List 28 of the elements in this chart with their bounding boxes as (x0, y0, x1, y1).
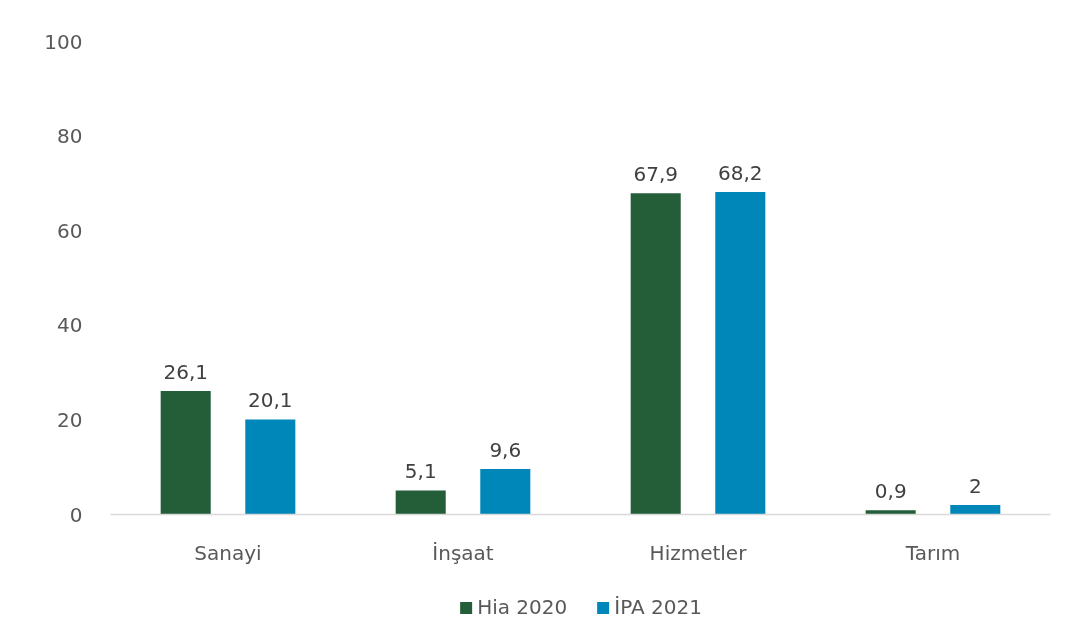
data-label: 67,9 (633, 162, 678, 187)
y-tick-label: 100 (44, 29, 83, 54)
y-tick-label: 80 (57, 124, 83, 149)
data-label: 68,2 (718, 160, 763, 185)
bar (395, 490, 446, 515)
bar (630, 193, 681, 515)
data-label: 2 (968, 474, 982, 499)
bar (950, 505, 1001, 515)
y-tick-label: 40 (57, 313, 83, 338)
data-label: 0,9 (874, 479, 907, 504)
legend-label: Hia 2020 (477, 595, 568, 619)
y-tick-label: 60 (57, 218, 83, 243)
x-tick-label: Hizmetler (649, 540, 748, 565)
x-tick-label: Sanayi (194, 540, 262, 565)
bar (245, 419, 296, 515)
data-label: 5,1 (404, 459, 437, 484)
x-tick-label: Tarım (904, 540, 961, 565)
bar (715, 191, 766, 515)
y-tick-label: 20 (57, 407, 83, 432)
y-tick-label: 0 (69, 502, 83, 527)
bar (480, 469, 531, 515)
bar (865, 510, 916, 515)
data-label: 9,6 (489, 438, 522, 463)
data-label: 26,1 (163, 360, 208, 385)
bar (160, 391, 211, 515)
legend-label: İPA 2021 (614, 595, 702, 619)
data-label: 20,1 (248, 388, 293, 413)
x-tick-label: İnşaat (432, 540, 494, 565)
